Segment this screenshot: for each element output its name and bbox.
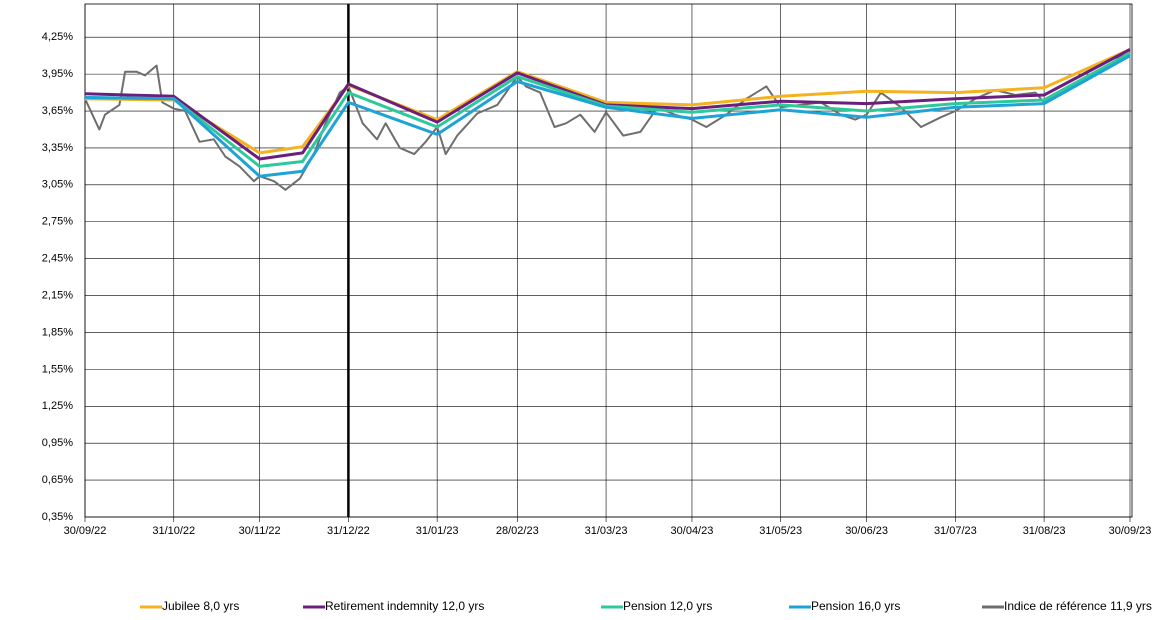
series-line [84,48,1131,161]
x-tick-label: 28/02/23 [496,525,539,537]
legend-label: Jubilee 8,0 yrs [162,599,239,613]
series-line [84,54,1131,178]
y-tick-label: 4,25% [42,31,73,43]
x-tick-label: 31/08/23 [1023,525,1066,537]
series-line [84,52,1131,191]
y-tick-label: 1,55% [42,363,73,375]
x-tick-label: 31/12/22 [327,525,370,537]
y-tick-label: 3,65% [42,105,73,117]
y-tick-label: 0,35% [42,511,73,523]
legend-label: Indice de référence 11,9 yrs [1004,599,1152,613]
y-tick-label: 3,95% [42,68,73,80]
x-tick-label: 31/10/22 [152,525,195,537]
x-tick-label: 31/01/23 [416,525,459,537]
x-tick-label: 31/03/23 [585,525,628,537]
legend-label: Pension 12,0 yrs [623,599,712,613]
x-tick-label: 31/05/23 [759,525,802,537]
y-tick-label: 2,75% [42,216,73,228]
plot-area [84,3,1133,518]
y-tick-label: 1,25% [42,400,73,412]
legend-label: Retirement indemnity 12,0 yrs [325,599,484,613]
x-tick-label: 30/06/23 [845,525,888,537]
legend-label: Pension 16,0 yrs [811,599,900,613]
x-tick-label: 30/11/22 [239,525,281,537]
y-tick-label: 0,95% [42,437,73,449]
x-tick-label: 31/07/23 [934,525,977,537]
y-tick-label: 1,85% [42,326,73,338]
series-line [84,48,1131,155]
y-tick-label: 2,45% [42,253,73,265]
y-tick-label: 0,65% [42,474,73,486]
x-tick-label: 30/09/22 [64,525,107,537]
x-tick-label: 30/04/23 [671,525,714,537]
x-tick-label: 30/09/23 [1109,525,1152,537]
y-tick-label: 3,35% [42,142,73,154]
y-tick-label: 3,05% [42,179,73,191]
y-tick-label: 2,15% [42,289,73,301]
series-line [84,51,1131,168]
